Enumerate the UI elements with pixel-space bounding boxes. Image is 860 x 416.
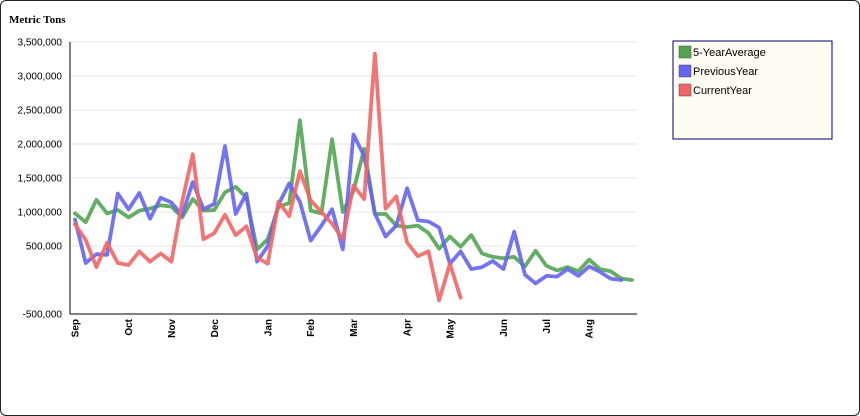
series-lines bbox=[73, 51, 634, 303]
x-tick-label: Mar bbox=[349, 319, 360, 337]
x-tick-label: Nov bbox=[167, 319, 178, 338]
legend: 5-YearAverage PreviousYear CurrentYear bbox=[672, 40, 833, 140]
x-tick-label: Apr bbox=[403, 319, 414, 336]
legend-box bbox=[672, 40, 833, 140]
axes bbox=[69, 42, 637, 315]
x-tick-labels: Sep Oct Nov Dec Jan Feb Mar Apr May Jun Jul Aug bbox=[71, 318, 596, 338]
gridlines bbox=[70, 41, 637, 247]
x-tick-label: Feb bbox=[306, 319, 317, 337]
legend-label: PreviousYear bbox=[693, 66, 758, 78]
y-tick-label: 2,000,000 bbox=[18, 140, 63, 151]
x-tick-label: Jun bbox=[499, 319, 510, 337]
y-tick-label: 2,500,000 bbox=[18, 106, 63, 117]
y-tick-label: -500,000 bbox=[23, 310, 63, 321]
y-tick-label: 1,500,000 bbox=[18, 174, 63, 185]
x-tick-label: Dec bbox=[210, 319, 221, 338]
y-tick-label: 500,000 bbox=[26, 242, 63, 253]
y-tick-label: 1,000,000 bbox=[18, 208, 63, 219]
series-line-previousyear bbox=[73, 132, 624, 286]
y-tick-labels: 3,500,000 3,000,000 2,500,000 2,000,000 1,50… bbox=[18, 38, 63, 321]
x-tick-label: Aug bbox=[585, 319, 596, 338]
x-tick-label: Sep bbox=[71, 319, 82, 337]
y-axis-title: Metric Tons bbox=[9, 14, 66, 26]
x-tick-label: Oct bbox=[124, 318, 135, 335]
x-tick-label: Jan bbox=[263, 319, 274, 336]
x-tick-label: May bbox=[445, 319, 456, 339]
y-tick-label: 3,000,000 bbox=[18, 72, 63, 83]
legend-swatch bbox=[678, 83, 692, 97]
legend-label: CurrentYear bbox=[693, 85, 752, 97]
legend-label: 5-YearAverage bbox=[693, 47, 766, 59]
y-tick-label: 3,500,000 bbox=[18, 38, 63, 49]
legend-swatch bbox=[678, 45, 692, 59]
x-tick-label: Jul bbox=[542, 319, 553, 334]
series-line-currentyear bbox=[73, 51, 463, 303]
legend-swatch bbox=[678, 64, 692, 78]
